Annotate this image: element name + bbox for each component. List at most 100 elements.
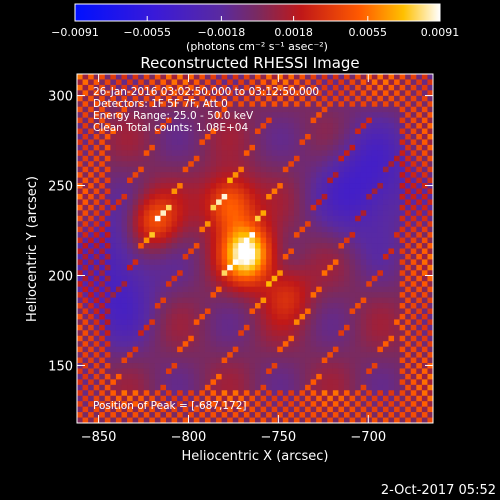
heatmap-cell <box>332 395 339 402</box>
heatmap-cell <box>421 406 428 413</box>
heatmap-cell <box>327 297 334 304</box>
heatmap-cell <box>277 95 284 102</box>
heatmap-cell <box>121 74 128 80</box>
heatmap-cell <box>277 330 284 337</box>
heatmap-cell <box>204 253 211 260</box>
heatmap-cell <box>355 384 362 391</box>
heatmap-cell <box>338 270 345 277</box>
heatmap-cell <box>88 297 95 304</box>
heatmap-cell <box>193 150 200 157</box>
heatmap-cell <box>377 248 384 255</box>
heatmap-cell <box>271 112 278 119</box>
heatmap-cell <box>349 379 356 386</box>
heatmap-cell <box>193 297 200 304</box>
heatmap-cell <box>216 199 223 206</box>
heatmap-cell <box>93 106 100 113</box>
heatmap-cell <box>260 155 267 162</box>
heatmap-cell <box>266 363 273 369</box>
heatmap-cell <box>177 357 184 364</box>
heatmap-cell <box>427 379 434 386</box>
heatmap-cell <box>377 155 384 162</box>
heatmap-cell <box>121 368 128 375</box>
heatmap-cell <box>388 226 395 233</box>
heatmap-cell <box>121 155 128 162</box>
heatmap-cell <box>182 106 189 113</box>
heatmap-cell <box>227 248 234 255</box>
heatmap-cell <box>427 150 434 157</box>
heatmap-cell <box>360 406 367 413</box>
heatmap-cell <box>99 123 106 129</box>
heatmap-cell <box>210 155 217 162</box>
heatmap-cell <box>282 84 289 91</box>
heatmap-cell <box>416 90 423 97</box>
heatmap-cell <box>227 330 234 337</box>
heatmap-cell <box>77 335 83 342</box>
heatmap-cell <box>204 395 211 402</box>
heatmap-cell <box>260 79 267 86</box>
heatmap-cell <box>243 161 250 168</box>
heatmap-cell <box>232 74 239 80</box>
heatmap-cell <box>232 128 239 135</box>
heatmap-cell <box>104 95 111 102</box>
heatmap-cell <box>138 117 145 124</box>
heatmap-cell <box>177 346 184 353</box>
heatmap-cell <box>377 215 384 222</box>
heatmap-cell <box>332 373 339 380</box>
heatmap-cell <box>154 259 161 266</box>
heatmap-cell <box>299 74 306 80</box>
heatmap-cell <box>399 259 406 266</box>
heatmap-cell <box>344 150 350 157</box>
heatmap-cell <box>93 95 100 102</box>
heatmap-cell <box>293 363 300 369</box>
heatmap-cell <box>249 101 256 108</box>
heatmap-cell <box>416 417 423 424</box>
heatmap-cell <box>371 313 378 320</box>
heatmap-cell <box>266 406 273 413</box>
heatmap-cell <box>316 319 323 326</box>
heatmap-cell <box>266 373 273 380</box>
heatmap-cell <box>321 84 328 91</box>
heatmap-cell <box>377 324 384 331</box>
heatmap-cell <box>99 161 106 168</box>
heatmap-cell <box>238 406 245 413</box>
heatmap-cell <box>388 341 395 348</box>
heatmap-cell <box>366 183 373 189</box>
heatmap-cell <box>288 357 295 364</box>
heatmap-cell <box>166 123 172 129</box>
heatmap-cell <box>121 357 128 364</box>
heatmap-cell <box>266 346 273 353</box>
heatmap-cell <box>238 368 245 375</box>
heatmap-cell <box>143 292 150 298</box>
heatmap-cell <box>266 390 273 397</box>
heatmap-cell <box>193 183 200 189</box>
heatmap-cell <box>344 133 350 140</box>
heatmap-cell <box>238 379 245 386</box>
heatmap-cell <box>182 172 189 179</box>
heatmap-cell <box>243 90 250 97</box>
heatmap-cell <box>416 406 423 413</box>
heatmap-cell <box>316 363 323 369</box>
heatmap-cell <box>232 188 239 195</box>
heatmap-cell <box>277 161 284 168</box>
heatmap-cell <box>394 204 401 211</box>
heatmap-cell <box>154 357 161 364</box>
heatmap-cell <box>99 341 106 348</box>
heatmap-cell <box>344 363 350 369</box>
heatmap-cell <box>271 281 278 288</box>
heatmap-cell <box>132 204 139 211</box>
heatmap-cell <box>221 144 228 151</box>
heatmap-cell <box>394 84 401 91</box>
heatmap-cell <box>199 232 206 238</box>
heatmap-cell <box>332 133 339 140</box>
heatmap-cell <box>166 112 172 119</box>
heatmap-cell <box>171 210 178 217</box>
heatmap-cell <box>366 172 373 179</box>
heatmap-cell <box>260 237 267 244</box>
heatmap-cell <box>271 335 278 342</box>
heatmap-cell <box>210 352 217 358</box>
heatmap-cell <box>360 401 367 408</box>
heatmap-cell <box>355 232 362 238</box>
heatmap-cell <box>143 346 150 353</box>
heatmap-cell <box>160 384 167 391</box>
heatmap-cell <box>316 79 323 86</box>
